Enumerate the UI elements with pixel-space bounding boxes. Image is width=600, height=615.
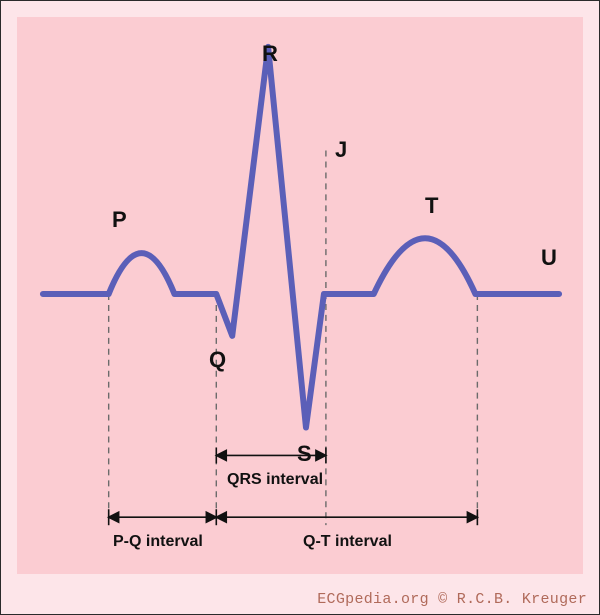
diagram-frame: P Q R S J T U QRS interval P-Q interval … (0, 0, 600, 615)
ecg-svg (17, 17, 583, 574)
label-pq-interval: P-Q interval (113, 533, 203, 551)
label-U: U (541, 245, 557, 271)
label-Q: Q (209, 347, 226, 373)
guide-lines (109, 151, 478, 526)
label-P: P (112, 207, 127, 233)
label-qt-interval: Q-T interval (303, 533, 392, 551)
label-T: T (425, 193, 438, 219)
diagram-panel: P Q R S J T U QRS interval P-Q interval … (17, 17, 583, 574)
label-qrs-interval: QRS interval (227, 471, 323, 489)
label-S: S (297, 441, 312, 467)
ecg-waveform (43, 47, 559, 428)
label-R: R (262, 41, 278, 67)
credit-text: ECGpedia.org © R.C.B. Kreuger (317, 591, 587, 608)
label-J: J (335, 137, 347, 163)
